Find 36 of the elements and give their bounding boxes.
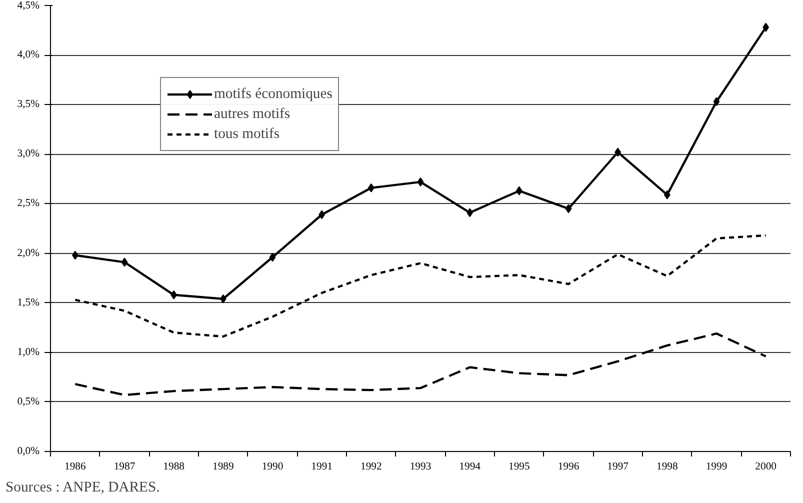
x-tick-label: 1986 xyxy=(64,462,86,472)
x-tick-label: 1992 xyxy=(360,462,382,472)
x-tick-label: 1993 xyxy=(410,462,432,472)
legend-label: autres motifs xyxy=(214,106,290,122)
x-tick-label: 1997 xyxy=(607,462,630,472)
x-tick-label: 2000 xyxy=(755,462,776,472)
x-tick-label: 1991 xyxy=(311,462,332,472)
x-tick-label: 1995 xyxy=(508,462,530,472)
y-tick-label: 0,0% xyxy=(17,446,40,457)
point xyxy=(713,97,720,106)
y-tick-label: 3,0% xyxy=(17,148,40,160)
point xyxy=(565,204,572,214)
y-tick-label: 3,5% xyxy=(17,99,40,110)
legend-label: tous motifs xyxy=(214,126,280,142)
y-tick-label: 4,0% xyxy=(17,50,40,61)
x-tick-label: 1996 xyxy=(558,462,580,472)
legend-label: motifs économiques xyxy=(214,86,332,102)
x-tick-label: 1990 xyxy=(262,462,284,472)
y-tick-label: 0,5% xyxy=(17,396,40,408)
y-tick-label: 1,5% xyxy=(17,297,40,308)
y-tick-label: 4,5% xyxy=(17,0,40,12)
source-note: Sources : ANPE, DARES. xyxy=(6,480,160,496)
x-tick-label: 1999 xyxy=(706,462,728,472)
y-tick-label: 1,0% xyxy=(17,346,40,358)
point xyxy=(121,258,128,267)
x-tick-label: 1988 xyxy=(163,462,184,472)
x-tick-label: 1989 xyxy=(212,462,234,472)
x-tick-label: 1987 xyxy=(114,462,136,472)
x-tick-label: 1998 xyxy=(656,462,678,472)
y-tick-label: 2,5% xyxy=(17,198,40,210)
line-series xyxy=(74,234,767,338)
point xyxy=(417,177,424,186)
line-series xyxy=(74,332,767,396)
point xyxy=(269,252,276,262)
x-tick-label: 1994 xyxy=(459,462,482,472)
y-tick-label: 2,0% xyxy=(17,248,40,259)
